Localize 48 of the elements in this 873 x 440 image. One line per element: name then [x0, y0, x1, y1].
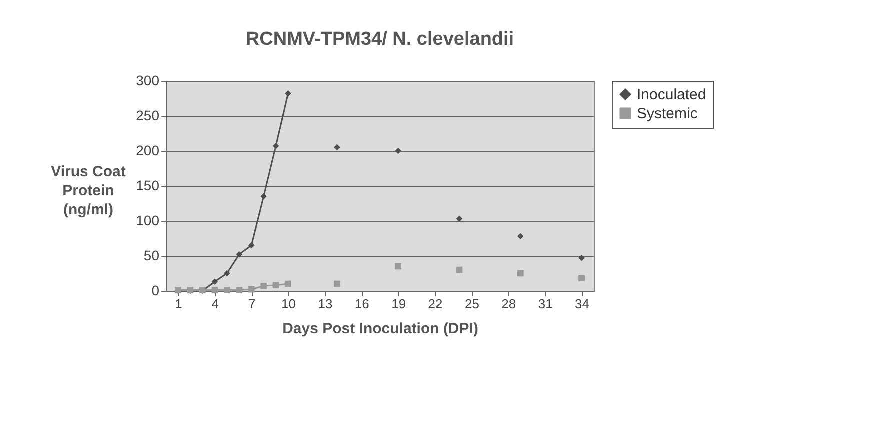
y-tick-label: 0 [152, 282, 160, 298]
point [334, 144, 340, 151]
point [260, 282, 267, 290]
y-tick-label: 300 [136, 72, 160, 88]
y-tick-label: 200 [136, 142, 160, 158]
point [272, 142, 280, 150]
x-tick-label: 7 [248, 296, 256, 312]
x-tick-label: 19 [392, 296, 406, 312]
point [578, 275, 585, 282]
point [248, 242, 255, 249]
x-tick-label: 28 [502, 296, 516, 312]
point [236, 251, 243, 258]
y-tick-label: 100 [136, 212, 160, 228]
chart-title: RCNMV-TPM34/ N. clevelandii [246, 29, 514, 50]
legend-label: Inoculated [637, 86, 706, 104]
point [260, 193, 267, 200]
point [212, 287, 218, 294]
point [517, 233, 524, 240]
point [285, 280, 292, 288]
y-axis-title: Virus Coat Protein (ng/ml) [51, 164, 126, 218]
x-tick-label: 13 [318, 296, 333, 312]
y-tick-label: 250 [136, 108, 160, 124]
x-axis-title: Days Post Inoculation (DPI) [282, 320, 478, 338]
x-tick-label: 16 [354, 296, 370, 312]
point [334, 280, 340, 288]
y-tick-label: 150 [136, 178, 160, 194]
point [224, 270, 230, 277]
point [456, 266, 463, 274]
point [212, 278, 218, 286]
x-tick-label: 10 [282, 296, 296, 312]
legend-label: Systemic [637, 106, 698, 122]
point [285, 90, 292, 97]
point [578, 254, 585, 262]
y-tick-label: 50 [144, 248, 160, 264]
point [248, 286, 255, 293]
point [236, 287, 243, 294]
point [395, 263, 402, 270]
x-tick-label: 25 [464, 296, 480, 312]
x-tick-label: 4 [212, 296, 220, 312]
point [517, 270, 524, 277]
point [456, 216, 463, 222]
x-tick-label: 1 [175, 296, 182, 312]
point [272, 282, 280, 289]
x-tick-label: 31 [538, 296, 553, 312]
x-tick-label: 34 [575, 296, 590, 312]
point [395, 148, 402, 154]
x-tick-label: 22 [428, 296, 443, 312]
point [224, 287, 230, 294]
